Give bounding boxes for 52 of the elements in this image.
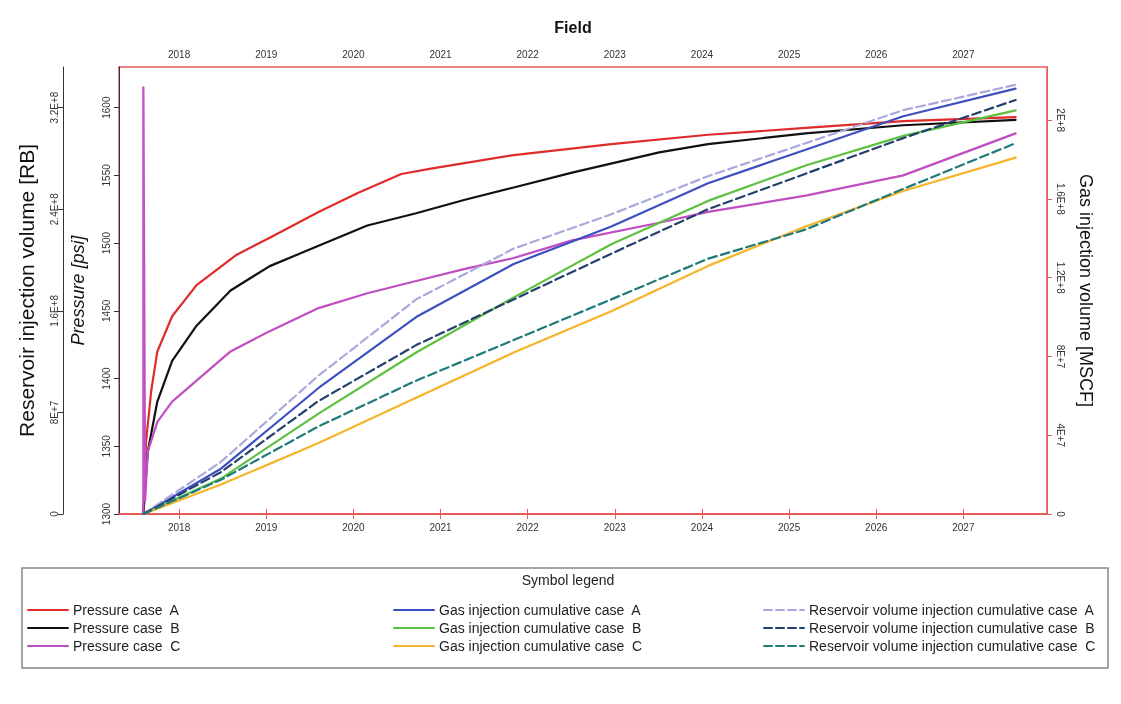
y2-tick-label: 4E+7	[1054, 423, 1066, 448]
legend-label: Reservoir volume injection cumulative case A	[809, 602, 1095, 618]
legend-label: Pressure case C	[73, 638, 181, 654]
chart-title: Field	[554, 18, 592, 36]
x-tick-label: 2024	[690, 48, 714, 60]
legend-label: Gas injection cumulative case C	[439, 638, 643, 654]
legend-label: Gas injection cumulative case A	[439, 602, 642, 618]
x-tick-label: 2020	[342, 48, 365, 60]
x2-tick-label: 2021	[429, 521, 453, 533]
legend-label: Pressure case A	[73, 602, 180, 618]
x2-tick-label: 2020	[342, 521, 365, 533]
y3-tick-label: 0	[48, 510, 60, 517]
y2-tick-label: 2E+8	[1054, 108, 1066, 133]
x2-tick-label: 2022	[516, 521, 540, 533]
x2-tick-label: 2027	[952, 521, 975, 533]
y-tick-label: 1400	[100, 366, 112, 390]
x2-tick-label: 2026	[865, 521, 888, 533]
y2-tick-label: 8E+7	[1054, 344, 1066, 369]
x2-tick-label: 2024	[690, 521, 714, 533]
legend-label: Pressure case B	[73, 620, 180, 636]
x-tick-label: 2027	[952, 48, 975, 60]
x2-tick-label: 2018	[168, 521, 191, 533]
y-tick-label: 1300	[100, 502, 112, 526]
y2-tick-label: 0	[1054, 511, 1066, 518]
legend-label: Reservoir volume injection cumulative case C	[809, 638, 1096, 654]
x-tick-label: 2023	[603, 48, 627, 60]
y-tick-label: 1500	[100, 231, 112, 255]
y3-axis-title: Reservoir injection volume [RB]	[15, 144, 38, 437]
x-tick-label: 2021	[429, 48, 453, 60]
x2-tick-label: 2023	[603, 521, 627, 533]
y2-tick-label: 1.6E+8	[1054, 182, 1066, 216]
x-tick-label: 2018	[168, 48, 191, 60]
legend-label: Reservoir volume injection cumulative case B	[809, 620, 1095, 636]
y-tick-label: 1450	[100, 299, 112, 322]
x-tick-label: 2022	[516, 48, 540, 60]
y3-tick-label: 2.4E+8	[48, 192, 60, 226]
y-tick-label: 1600	[100, 96, 112, 119]
x2-tick-label: 2019	[255, 521, 278, 533]
y3-tick-label: 3.2E+8	[48, 91, 60, 124]
x-tick-label: 2025	[777, 48, 801, 60]
y-tick-label: 1550	[100, 163, 112, 187]
x-tick-label: 2019	[255, 48, 278, 60]
legend-label: Gas injection cumulative case B	[439, 620, 642, 636]
y-tick-label: 1350	[100, 434, 112, 458]
y3-tick-label: 8E+7	[48, 400, 60, 425]
y2-axis-title: Gas injection volume [MSCF]	[1076, 173, 1096, 408]
x-tick-label: 2026	[865, 48, 888, 60]
y2-tick-label: 1.2E+8	[1054, 261, 1066, 295]
y3-tick-label: 1.6E+8	[48, 294, 60, 327]
x2-tick-label: 2025	[777, 521, 801, 533]
legend-title: Symbol legend	[521, 572, 615, 588]
y-axis-title: Pressure [psi]	[68, 234, 88, 346]
